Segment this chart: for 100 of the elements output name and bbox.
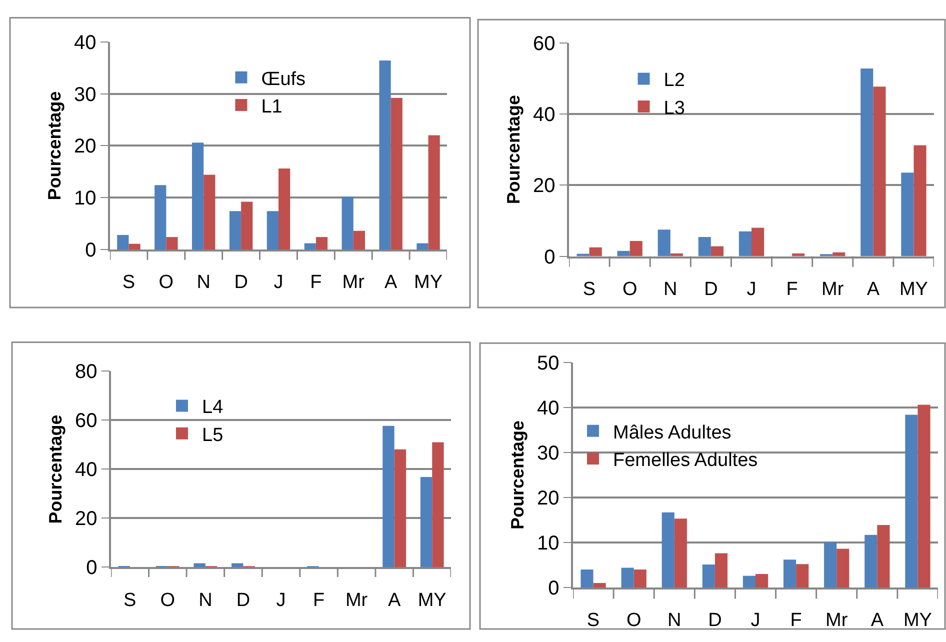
bar [194, 563, 206, 568]
x-tick-label: O [626, 610, 642, 632]
y-tick-label: 20 [533, 175, 556, 198]
y-tick-label: 50 [537, 352, 560, 374]
bar [658, 230, 670, 256]
bar [796, 564, 809, 588]
y-tick-label: 0 [86, 557, 98, 580]
y-axis-title: Pourcentage [44, 91, 65, 200]
x-tick-label: J [750, 610, 760, 632]
bar [914, 145, 926, 256]
x-tick-label: Mr [345, 590, 368, 611]
legend-label: Femelles Adultes [613, 450, 758, 471]
x-tick-label: J [274, 272, 284, 294]
bar [379, 60, 391, 250]
y-tick-label: 40 [537, 397, 560, 420]
bar [738, 231, 752, 256]
bar [382, 426, 394, 568]
bar [918, 404, 930, 588]
bar [710, 246, 724, 256]
y-tick-label: 30 [537, 442, 560, 464]
x-tick-label: F [310, 272, 322, 294]
bar [432, 442, 444, 568]
bar [428, 135, 440, 250]
x-tick-label: A [866, 278, 880, 300]
bar [621, 568, 634, 588]
bar [702, 564, 715, 588]
bar [192, 142, 204, 250]
bar [390, 98, 402, 250]
y-tick-label: 40 [533, 104, 556, 126]
bar [580, 570, 594, 588]
bar [154, 185, 166, 250]
bar [589, 247, 602, 256]
x-tick-label: Mr [826, 610, 848, 632]
bar [783, 560, 796, 588]
bar [698, 237, 711, 256]
x-tick-label: O [158, 272, 174, 294]
x-tick-label: D [704, 278, 718, 300]
x-tick-label: S [124, 590, 136, 611]
bar [836, 548, 850, 588]
x-tick-label: A [388, 590, 401, 611]
y-tick-label: 0 [85, 240, 96, 262]
bar [860, 68, 874, 256]
y-tick-label: 80 [75, 361, 98, 384]
bar [824, 542, 837, 588]
y-axis-title: Pourcentage [46, 414, 66, 524]
x-tick-label: F [312, 590, 325, 611]
bar [662, 512, 674, 588]
legend-label: Mâles Adultes [613, 422, 732, 444]
y-tick-label: 60 [533, 32, 556, 55]
bar [166, 237, 178, 250]
legend-label: L2 [664, 70, 685, 92]
bar [630, 240, 642, 256]
x-tick-label: A [870, 610, 884, 632]
bar [204, 174, 216, 250]
y-tick-label: 20 [75, 508, 98, 530]
x-tick-label: N [668, 610, 682, 632]
x-tick-label: MY [418, 590, 447, 611]
x-tick-label: N [198, 590, 212, 611]
bar [117, 234, 129, 250]
bar [634, 570, 646, 588]
bar [316, 237, 328, 250]
bar [742, 576, 756, 588]
x-tick-label: D [234, 272, 248, 294]
bar [905, 414, 918, 588]
y-axis-title: Pourcentage [504, 95, 524, 204]
x-tick-label: S [582, 278, 596, 300]
bar [304, 243, 316, 250]
x-tick-label: A [384, 272, 398, 294]
x-tick-label: N [196, 272, 210, 294]
bar [674, 518, 687, 588]
bar [756, 574, 768, 588]
y-tick-label: 10 [537, 532, 560, 554]
y-tick-label: 20 [74, 136, 96, 158]
bar [394, 449, 406, 568]
y-tick-label: 10 [74, 188, 96, 210]
bar [901, 172, 914, 256]
x-tick-label: S [586, 610, 600, 632]
legend-label: L4 [202, 397, 224, 418]
y-tick-label: 0 [548, 578, 560, 600]
legend-label: Œufs [261, 68, 306, 90]
bar [241, 202, 253, 250]
x-tick-label: Mr [822, 278, 844, 300]
bar [420, 477, 432, 568]
bar [229, 211, 242, 250]
y-tick-label: 60 [75, 410, 98, 432]
y-axis-title: Pourcentage [508, 420, 528, 530]
y-tick-label: 30 [74, 84, 96, 106]
bar [752, 228, 764, 256]
x-tick-label: F [790, 610, 802, 632]
bar [873, 86, 886, 256]
bar [416, 243, 428, 250]
x-tick-label: MY [414, 272, 443, 294]
x-tick-label: J [746, 278, 756, 300]
x-tick-label: MY [899, 278, 928, 300]
y-tick-label: 20 [537, 488, 560, 510]
y-tick-label: 0 [544, 246, 556, 268]
x-tick-label: D [708, 610, 722, 632]
x-tick-label: O [160, 590, 176, 611]
x-tick-label: MY [903, 610, 932, 632]
legend-label: L1 [261, 96, 282, 118]
